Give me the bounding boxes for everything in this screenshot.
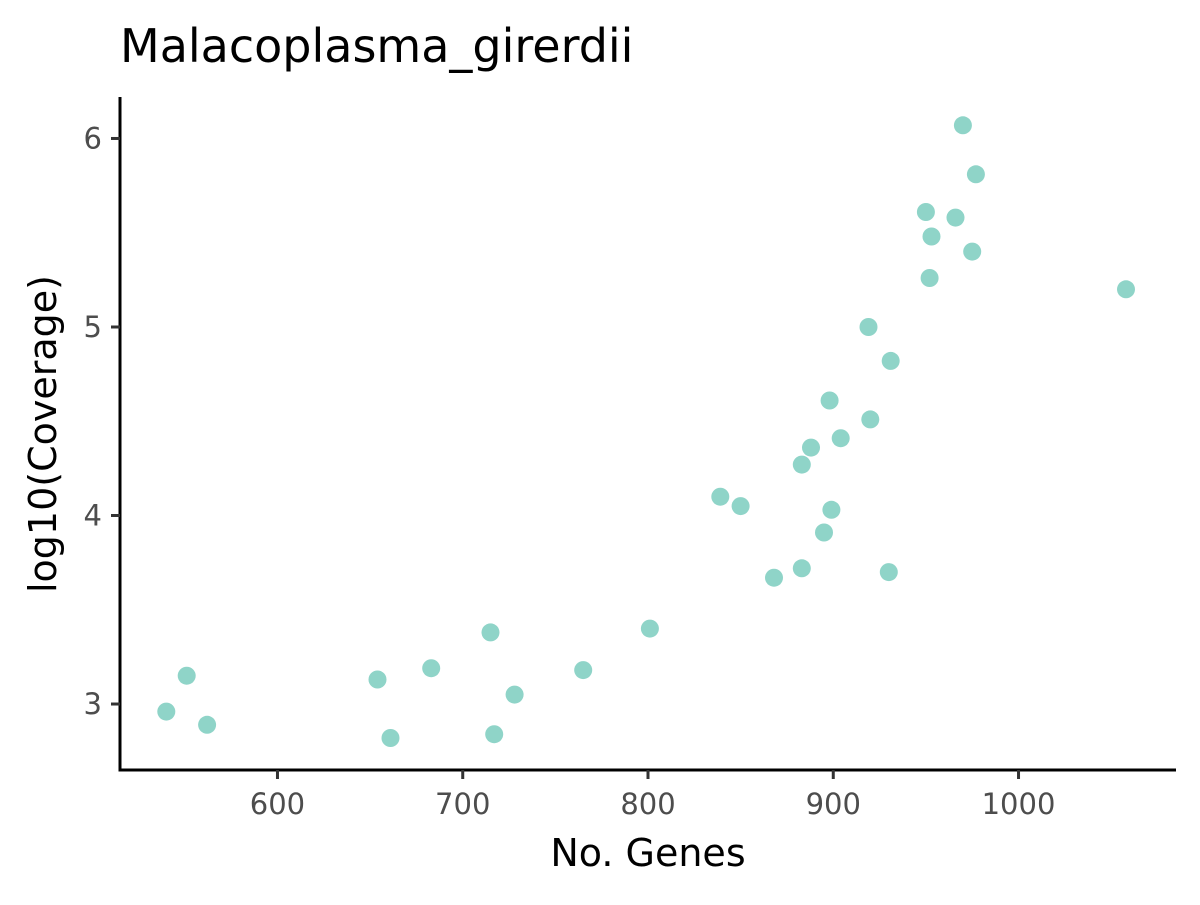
- x-tick-label: 900: [806, 787, 861, 821]
- x-axis-title: No. Genes: [550, 831, 745, 875]
- data-point: [946, 208, 965, 227]
- x-axis-ticks: 600 700 800 900 1000: [250, 770, 1056, 821]
- y-tick-label: 4: [84, 499, 102, 533]
- data-point: [966, 165, 985, 184]
- data-point: [505, 685, 524, 704]
- data-point: [820, 391, 839, 410]
- y-axis-ticks: 3 4 5 6: [84, 121, 120, 721]
- data-point: [815, 523, 833, 542]
- data-point: [177, 666, 196, 685]
- data-point: [765, 568, 783, 587]
- data-point: [822, 500, 841, 519]
- data-point: [731, 497, 750, 516]
- data-point: [802, 438, 820, 457]
- data-point: [792, 455, 811, 474]
- x-tick-label: 800: [620, 787, 675, 821]
- data-point: [859, 318, 878, 336]
- data-point: [640, 619, 659, 638]
- data-point: [711, 487, 730, 506]
- data-point: [574, 661, 593, 680]
- data-point: [198, 715, 217, 734]
- y-tick-label: 3: [84, 687, 102, 721]
- x-tick-label: 700: [435, 787, 490, 821]
- y-tick-label: 5: [84, 310, 102, 344]
- data-point: [485, 725, 504, 744]
- data-point: [1117, 280, 1135, 299]
- data-point: [792, 559, 811, 578]
- data-point: [953, 116, 972, 135]
- data-point: [922, 227, 941, 246]
- x-tick-label: 600: [250, 787, 305, 821]
- data-point: [381, 729, 400, 747]
- chart-title: Malacoplasma_girerdii: [120, 19, 633, 73]
- data-point: [881, 351, 900, 370]
- data-point: [879, 563, 898, 582]
- data-point: [831, 429, 850, 448]
- data-point: [861, 410, 880, 429]
- data-point: [481, 623, 500, 642]
- y-tick-label: 6: [84, 121, 102, 155]
- x-tick-label: 1000: [982, 787, 1056, 821]
- points-layer: [157, 116, 1135, 747]
- y-axis-title: log10(Coverage): [21, 275, 65, 593]
- data-point: [963, 242, 982, 261]
- data-point: [916, 203, 935, 221]
- data-point: [368, 670, 387, 689]
- data-point: [920, 269, 939, 287]
- data-point: [422, 659, 441, 678]
- data-point: [157, 702, 176, 721]
